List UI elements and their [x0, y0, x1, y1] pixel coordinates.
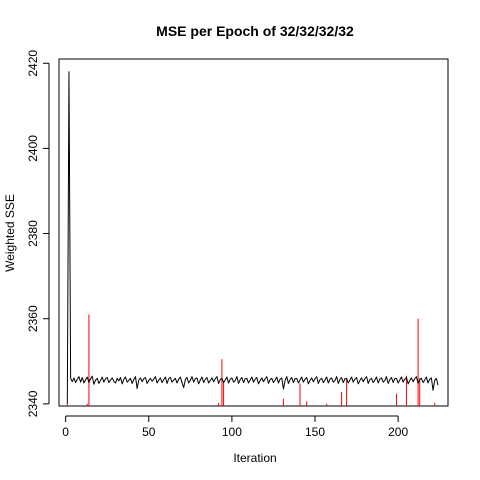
plot-frame: [58, 58, 449, 407]
x-tick-label: 200: [388, 425, 408, 439]
y-tick-label: 2360: [26, 305, 40, 332]
x-axis: 0 50 100 150 200: [62, 415, 408, 439]
y-axis-label: Weighted SSE: [3, 194, 17, 272]
y-tick-label: 2400: [26, 135, 40, 162]
series-layer: [66, 71, 439, 404]
y-tick-label: 2380: [26, 220, 40, 247]
red-spikes: [66, 314, 436, 406]
series-line: [66, 71, 439, 404]
x-tick-label: 50: [142, 425, 156, 439]
y-axis: 2340 2360 2380 2400 2420: [26, 50, 50, 417]
x-tick-label: 150: [305, 425, 325, 439]
y-tick-label: 2340: [26, 390, 40, 417]
chart-title: MSE per Epoch of 32/32/32/32: [156, 23, 354, 39]
x-axis-label: Iteration: [233, 451, 276, 465]
x-tick-label: 0: [62, 425, 69, 439]
y-tick-label: 2420: [26, 50, 40, 77]
x-tick-label: 100: [222, 425, 242, 439]
